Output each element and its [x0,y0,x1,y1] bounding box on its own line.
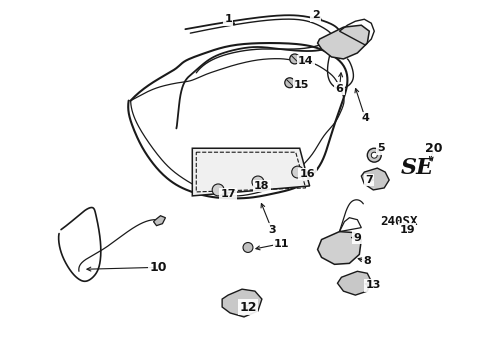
Polygon shape [318,231,361,264]
Text: 14: 14 [298,56,314,66]
Text: 9: 9 [353,233,361,243]
Text: 13: 13 [366,280,381,290]
Polygon shape [338,271,371,295]
Text: 6: 6 [336,84,343,94]
Text: 8: 8 [364,256,371,266]
Text: 1: 1 [224,14,232,24]
Circle shape [290,54,300,64]
Text: 10: 10 [150,261,167,274]
Polygon shape [153,216,166,226]
Polygon shape [361,168,389,190]
Text: 4: 4 [362,113,369,123]
Polygon shape [222,289,262,317]
Circle shape [252,176,264,188]
Text: 17: 17 [220,189,236,199]
Text: 2: 2 [312,10,319,20]
Circle shape [368,148,381,162]
Text: 16: 16 [300,169,316,179]
Circle shape [285,78,294,88]
Polygon shape [192,148,310,196]
Polygon shape [318,25,369,59]
Text: 15: 15 [294,80,309,90]
Text: 20: 20 [425,142,442,155]
Text: 12: 12 [239,301,257,314]
Circle shape [243,243,253,252]
Circle shape [212,184,224,196]
Text: 18: 18 [254,181,270,191]
Circle shape [292,166,304,178]
Text: SE: SE [400,157,434,179]
Text: 19: 19 [399,225,415,235]
Text: 11: 11 [274,239,290,248]
Text: 240SX: 240SX [380,215,418,228]
Text: 5: 5 [377,143,385,153]
Text: 3: 3 [268,225,276,235]
Circle shape [371,152,377,158]
Text: 7: 7 [366,175,373,185]
